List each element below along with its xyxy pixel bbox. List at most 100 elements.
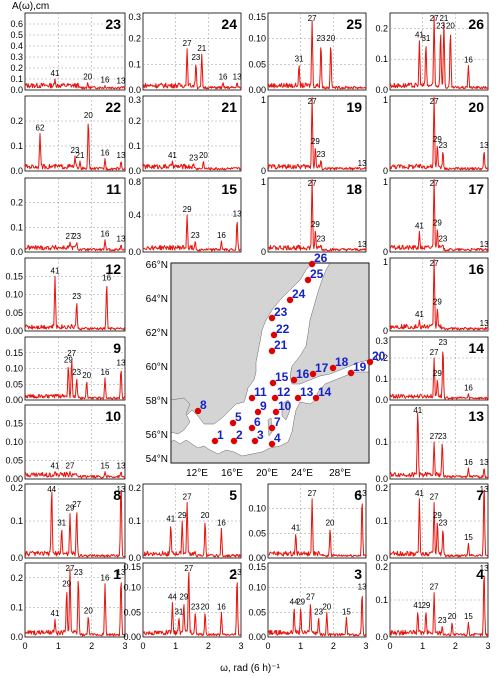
panel-18: 0 1 27 29 23 13 18 — [261, 177, 367, 257]
spectrum-trace — [142, 214, 242, 252]
station-dot — [211, 437, 219, 445]
y-tick-label: 0.05 — [248, 607, 266, 617]
peak-label: 29 — [179, 592, 188, 601]
station-label: 10 — [278, 399, 292, 413]
panel-5: 0.0 0.1 0.2 41 29 27 20 16 5 — [128, 483, 242, 563]
station-label: 7 — [274, 415, 281, 429]
panel-21: 0.0 0.1 0.2 0.3 41 23 20 21 — [128, 95, 242, 176]
y-tick-label: 0.0 — [10, 247, 23, 257]
y-tick-label: 0.1 — [375, 54, 388, 64]
station-dot — [248, 424, 256, 432]
x-tick-label: 3 — [122, 641, 127, 651]
peak-label: 27 — [308, 179, 317, 188]
map-land-denmark — [170, 397, 191, 435]
x-tick-label: 2 — [89, 641, 94, 651]
peak-label: 21 — [76, 151, 85, 160]
peak-label: 20 — [201, 511, 210, 520]
peak-label: 16 — [101, 149, 110, 158]
panel-number: 14 — [468, 340, 484, 356]
panel-number: 20 — [468, 99, 484, 115]
peak-label: 27 — [430, 97, 439, 106]
peak-label: 23 — [314, 607, 323, 616]
peak-label: 23 — [316, 235, 325, 244]
spectrum-trace — [142, 502, 242, 558]
y-tick-label: 0.2 — [375, 23, 388, 33]
station-dot — [347, 369, 355, 377]
map-graticule-labels: 66°N 64°N 62°N 60°N 58°N 56°N 54°N 12°E 16°E 20°E… — [146, 260, 352, 479]
peak-label: 27 — [308, 97, 317, 106]
peak-label: 29 — [296, 597, 305, 606]
y-tick-label: 1 — [383, 257, 388, 267]
station-label: 1 — [217, 428, 224, 442]
peak-label: 13 — [117, 359, 126, 368]
spectrum-trace — [389, 179, 489, 252]
peak-label: 13 — [117, 485, 126, 494]
spectrum-trace — [389, 97, 489, 171]
panel-number: 19 — [346, 99, 362, 115]
spectrum-trace — [389, 575, 489, 637]
y-tick-label: 0.00 — [5, 326, 23, 336]
peak-label: 13 — [480, 240, 489, 249]
panel-frame — [389, 12, 489, 91]
y-tick-label: 0.0 — [10, 553, 23, 563]
peak-label: 29 — [62, 580, 71, 589]
y-tick-label: 0.0 — [10, 166, 23, 176]
peak-label: 23 — [316, 34, 325, 43]
peak-label: 15 — [101, 462, 110, 471]
peak-label: 13 — [480, 564, 489, 573]
y-tick-label: 0.00 — [5, 395, 23, 405]
y-tick-label: 0.00 — [5, 474, 23, 484]
peak-label: 23 — [438, 518, 447, 527]
y-tick-label: 0.1 — [128, 59, 141, 69]
y-tick-label: 0.2 — [128, 116, 141, 126]
y-tick-label: 0.10 — [248, 504, 266, 514]
spectrum-trace — [267, 20, 367, 90]
x-tick-label: 3 — [238, 641, 243, 651]
station-dot — [309, 370, 317, 378]
peak-label: 21 — [439, 14, 448, 23]
y-tick-label: 0.1 — [10, 602, 23, 612]
y-tick-label: 0.2 — [375, 562, 388, 572]
x-tick-label: 2 — [453, 641, 458, 651]
panel-frame — [267, 12, 367, 91]
spectrum-trace — [389, 259, 489, 331]
panel-number: 22 — [105, 99, 121, 115]
y-tick-label: 0.0 — [128, 553, 141, 563]
y-tick-label: 0.1 — [375, 595, 388, 605]
y-tick-label: 0.15 — [248, 562, 266, 572]
station-dot — [286, 296, 294, 304]
peak-label: 31 — [174, 607, 183, 616]
peak-label: 13 — [233, 72, 242, 81]
panel-frame — [389, 336, 489, 401]
y-tick-label: 0 — [261, 247, 266, 257]
peak-label: 27 — [72, 500, 81, 509]
y-axis-title: A(ω),cm — [12, 1, 49, 12]
peak-label: 44 — [290, 597, 299, 606]
peak-label: 44 — [47, 485, 56, 494]
peak-label: 13 — [480, 141, 489, 150]
peak-label: 41 — [415, 310, 424, 319]
peak-label: 16 — [102, 274, 111, 283]
peak-label: 27 — [430, 583, 439, 592]
y-tick-label: 0 — [383, 326, 388, 336]
panel-frame — [24, 12, 126, 91]
station-dot — [304, 276, 312, 284]
y-tick-label: 0.2 — [375, 483, 388, 493]
longitude-label: 12°E — [186, 468, 208, 479]
station-label: 3 — [257, 428, 264, 442]
peak-label: 23 — [72, 368, 81, 377]
panel-number: 2 — [229, 566, 237, 582]
panel-number: 3 — [354, 566, 362, 582]
y-tick-label: 0.3 — [375, 336, 388, 346]
peak-label: 41 — [415, 221, 424, 230]
peak-label: 27 — [430, 179, 439, 188]
y-tick-label: 0 — [383, 247, 388, 257]
peak-label: 13 — [358, 240, 367, 249]
peak-label: 13 — [480, 485, 489, 494]
y-tick-label: 0.2 — [10, 63, 23, 73]
y-tick-label: 0.1 — [10, 222, 23, 232]
peak-label: 41 — [51, 69, 60, 78]
panel-number: 4 — [476, 566, 484, 582]
